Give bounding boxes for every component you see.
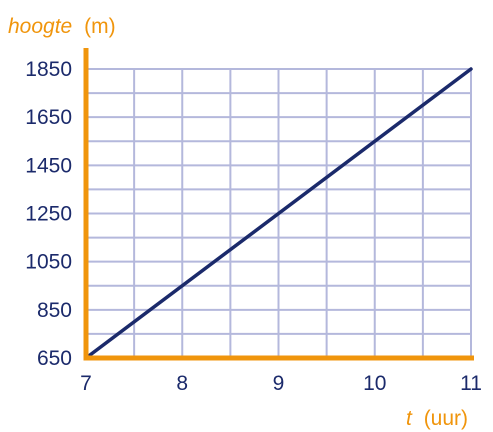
x-axis-unit: (uur): [424, 407, 468, 430]
x-axis-title: t (uur): [406, 407, 468, 430]
x-tick-label: 8: [176, 372, 188, 395]
series-line: [84, 67, 473, 360]
y-tick-label: 1850: [25, 58, 72, 81]
x-tick-label: 9: [273, 372, 285, 395]
series-group: [84, 67, 473, 360]
y-tick-label: 650: [37, 347, 72, 370]
x-tick-label: 11: [460, 372, 482, 395]
y-tick-label: 850: [37, 299, 72, 322]
y-tick-label: 1450: [25, 154, 72, 177]
y-axis-unit: (m): [84, 15, 115, 38]
y-tick-label: 1250: [25, 203, 72, 226]
y-tick-label: 1050: [25, 251, 72, 274]
y-tick-labels: 650 850 1050 1250 1450 1650 1850: [25, 58, 72, 370]
y-axis-title: hoogte (m): [8, 15, 116, 38]
x-tick-label: 7: [80, 372, 92, 395]
x-tick-label: 10: [363, 372, 386, 395]
y-tick-label: 1650: [25, 106, 72, 129]
y-axis-variable: hoogte: [8, 15, 72, 38]
x-axis-variable: t: [406, 407, 413, 430]
x-tick-labels: 7 8 9 10 11: [80, 372, 482, 395]
